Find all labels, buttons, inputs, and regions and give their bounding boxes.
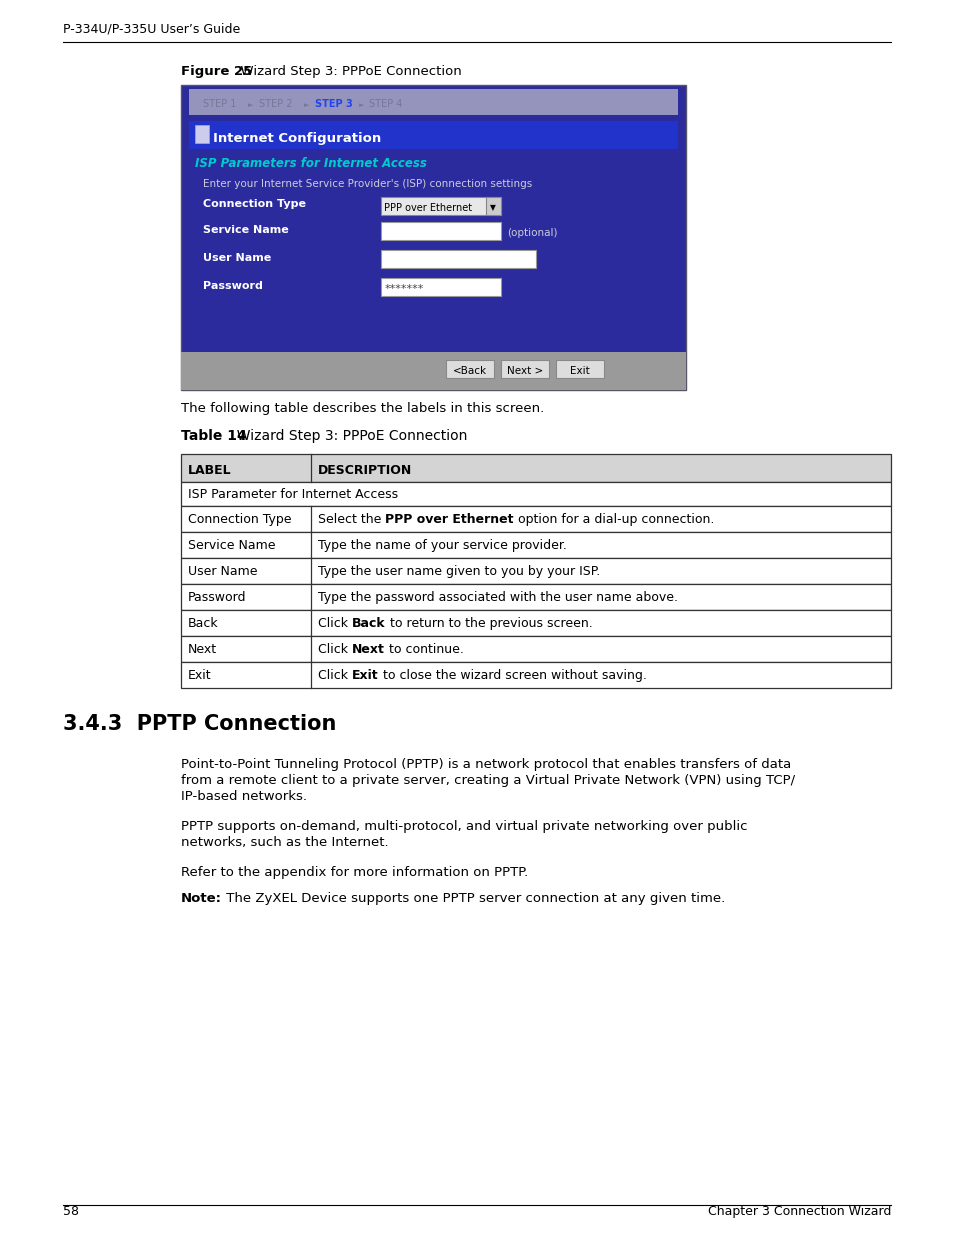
Text: STEP 1: STEP 1: [203, 99, 236, 109]
Text: Exit: Exit: [570, 366, 589, 375]
Text: ISP Parameter for Internet Access: ISP Parameter for Internet Access: [188, 488, 397, 501]
Bar: [181, 506, 890, 532]
Bar: [181, 558, 890, 584]
Text: Service Name: Service Name: [203, 225, 289, 235]
Text: to close the wizard screen without saving.: to close the wizard screen without savin…: [378, 669, 646, 682]
Text: Select the: Select the: [317, 513, 385, 526]
Bar: [194, 125, 209, 143]
Text: Back: Back: [188, 618, 218, 630]
Text: Wizard Step 3: PPPoE Connection: Wizard Step 3: PPPoE Connection: [228, 429, 467, 443]
Text: STEP 4: STEP 4: [369, 99, 402, 109]
Text: User Name: User Name: [188, 564, 257, 578]
Bar: [181, 636, 890, 662]
Text: Note:: Note:: [181, 892, 222, 905]
Text: ▼: ▼: [490, 203, 496, 212]
Text: P-334U/P-335U User’s Guide: P-334U/P-335U User’s Guide: [63, 22, 240, 35]
Text: Back: Back: [352, 618, 385, 630]
Bar: [380, 198, 500, 215]
Text: option for a dial-up connection.: option for a dial-up connection.: [514, 513, 714, 526]
Text: Type the user name given to you by your ISP.: Type the user name given to you by your …: [317, 564, 599, 578]
Text: Click: Click: [317, 618, 352, 630]
Text: Chapter 3 Connection Wizard: Chapter 3 Connection Wizard: [707, 1205, 890, 1218]
Text: Service Name: Service Name: [188, 538, 275, 552]
Text: to return to the previous screen.: to return to the previous screen.: [385, 618, 592, 630]
Bar: [181, 482, 890, 506]
Text: Password: Password: [203, 282, 263, 291]
Bar: [189, 89, 678, 115]
Text: 58: 58: [63, 1205, 79, 1218]
Text: to continue.: to continue.: [384, 643, 463, 656]
Bar: [446, 359, 494, 378]
Text: Connection Type: Connection Type: [203, 199, 306, 209]
Text: STEP 2: STEP 2: [258, 99, 293, 109]
Text: <Back: <Back: [453, 366, 487, 375]
Bar: [181, 454, 890, 482]
Text: ►: ►: [248, 103, 253, 107]
Bar: [189, 121, 678, 149]
Bar: [181, 584, 890, 610]
Text: Password: Password: [188, 592, 246, 604]
Bar: [181, 532, 890, 558]
Text: from a remote client to a private server, creating a Virtual Private Network (VP: from a remote client to a private server…: [181, 774, 794, 787]
Text: Next >: Next >: [506, 366, 542, 375]
Text: Next: Next: [352, 643, 384, 656]
Bar: [181, 352, 685, 390]
Text: (optional): (optional): [506, 228, 557, 238]
Text: Click: Click: [317, 669, 352, 682]
Text: Table 14: Table 14: [181, 429, 247, 443]
Bar: [380, 222, 500, 240]
Text: Exit: Exit: [188, 669, 212, 682]
Text: PPP over Ethernet: PPP over Ethernet: [384, 203, 472, 212]
Bar: [485, 198, 500, 215]
Text: ISP Parameters for Internet Access: ISP Parameters for Internet Access: [194, 157, 426, 170]
Text: PPTP supports on-demand, multi-protocol, and virtual private networking over pub: PPTP supports on-demand, multi-protocol,…: [181, 820, 747, 832]
Bar: [181, 610, 890, 636]
Bar: [181, 662, 890, 688]
Text: *******: *******: [385, 284, 424, 294]
Text: Enter your Internet Service Provider's (ISP) connection settings: Enter your Internet Service Provider's (…: [203, 179, 532, 189]
Bar: [380, 249, 536, 268]
Text: Exit: Exit: [352, 669, 378, 682]
Bar: [500, 359, 548, 378]
Bar: [556, 359, 603, 378]
Bar: [181, 85, 685, 390]
Text: Refer to the appendix for more information on PPTP.: Refer to the appendix for more informati…: [181, 866, 528, 879]
Text: ►: ►: [304, 103, 309, 107]
Text: STEP 3: STEP 3: [314, 99, 353, 109]
Text: LABEL: LABEL: [188, 464, 232, 477]
Text: 3.4.3  PPTP Connection: 3.4.3 PPTP Connection: [63, 714, 336, 734]
Text: DESCRIPTION: DESCRIPTION: [317, 464, 412, 477]
Text: Internet Configuration: Internet Configuration: [213, 132, 381, 144]
Text: Figure 25: Figure 25: [181, 65, 252, 78]
Text: PPP over Ethernet: PPP over Ethernet: [385, 513, 514, 526]
Text: Connection Type: Connection Type: [188, 513, 292, 526]
Text: The ZyXEL Device supports one PPTP server connection at any given time.: The ZyXEL Device supports one PPTP serve…: [222, 892, 724, 905]
Text: Wizard Step 3: PPPoE Connection: Wizard Step 3: PPPoE Connection: [232, 65, 461, 78]
Text: IP-based networks.: IP-based networks.: [181, 790, 307, 803]
Text: networks, such as the Internet.: networks, such as the Internet.: [181, 836, 388, 848]
Bar: [380, 278, 500, 296]
Text: User Name: User Name: [203, 253, 271, 263]
Text: ►: ►: [358, 103, 364, 107]
Text: Next: Next: [188, 643, 217, 656]
Text: The following table describes the labels in this screen.: The following table describes the labels…: [181, 403, 543, 415]
Text: Click: Click: [317, 643, 352, 656]
Text: Point-to-Point Tunneling Protocol (PPTP) is a network protocol that enables tran: Point-to-Point Tunneling Protocol (PPTP)…: [181, 758, 790, 771]
Text: Type the name of your service provider.: Type the name of your service provider.: [317, 538, 566, 552]
Text: Type the password associated with the user name above.: Type the password associated with the us…: [317, 592, 678, 604]
